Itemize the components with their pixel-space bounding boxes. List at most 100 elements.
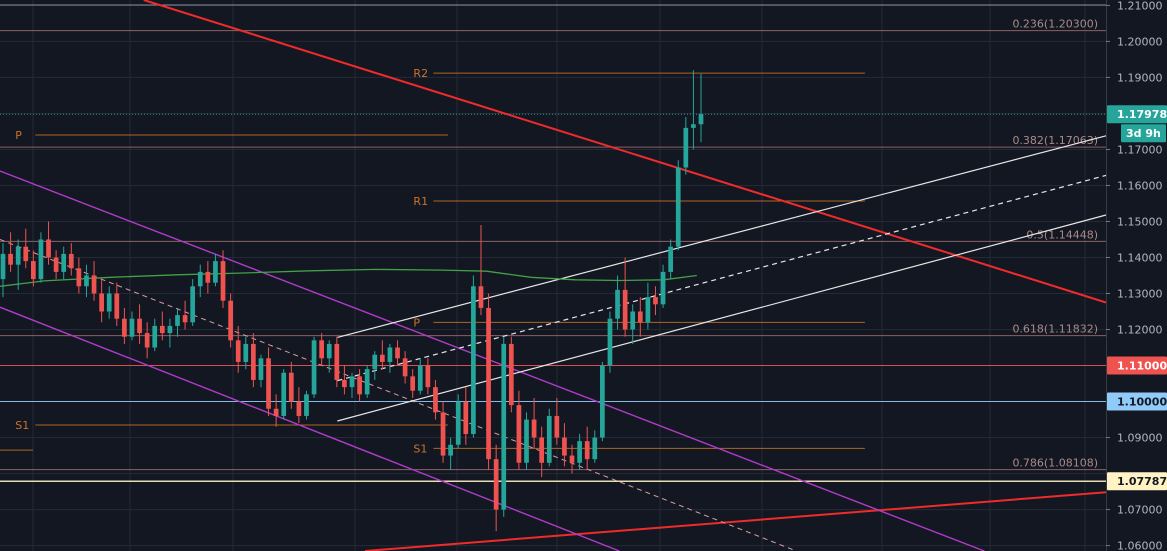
candle-body — [569, 455, 575, 463]
price-tick-label: 1.09000 — [1117, 432, 1163, 445]
candle-body — [144, 333, 150, 348]
price-tag — [1107, 356, 1167, 375]
fib-level-label: 0.618(1.11832) — [1012, 323, 1098, 336]
candle-body — [167, 325, 173, 334]
candle-body — [273, 408, 279, 416]
candle-body — [554, 415, 560, 438]
moving-average — [0, 268, 697, 287]
candle-body — [440, 412, 446, 456]
candle-body — [683, 127, 689, 168]
candle-body — [675, 167, 681, 247]
candle-body — [205, 271, 211, 283]
candle-body — [182, 315, 188, 323]
candle-body — [152, 325, 158, 348]
price-level-lines — [0, 4, 1106, 483]
candle-body — [61, 253, 67, 272]
price-tick-label: 1.19000 — [1117, 71, 1163, 84]
candle-body — [296, 401, 302, 416]
trendline — [337, 174, 1107, 382]
price-tick-label: 1.06000 — [1117, 540, 1163, 551]
candle-body — [175, 315, 180, 326]
price-tick-label: 1.17000 — [1117, 143, 1163, 156]
grid — [0, 0, 1106, 551]
candle-body — [630, 311, 636, 330]
candle-body — [53, 257, 59, 272]
price-tick-label: 1.12000 — [1117, 324, 1163, 337]
price-tick-label: 1.07000 — [1117, 504, 1163, 517]
candle-body — [364, 369, 370, 395]
candle-body — [23, 246, 29, 262]
pivot-label: R2 — [413, 67, 428, 80]
candle-body — [197, 271, 203, 287]
candle-body — [46, 239, 51, 258]
candle-body — [668, 246, 674, 272]
pivot-label: P — [15, 129, 22, 142]
candle-body — [8, 253, 13, 265]
candle-body — [478, 286, 484, 308]
trendline — [143, 0, 1107, 304]
candle-body — [319, 340, 325, 359]
candle-body — [387, 347, 393, 362]
candle-body — [637, 311, 643, 323]
candle-body — [584, 441, 590, 460]
pivot-label: P — [413, 316, 420, 329]
candle-body — [577, 441, 582, 463]
candle-body — [455, 401, 461, 445]
candle-body — [235, 340, 241, 362]
candle-body — [220, 261, 226, 301]
candle-body — [190, 286, 196, 323]
fibonacci-levels: 0.236(1.20300)0.382(1.17063)0.5(1.14448)… — [0, 18, 1106, 471]
candle-body — [38, 239, 44, 280]
price-tick-label: 1.21000 — [1117, 0, 1163, 12]
candle-body — [129, 318, 135, 337]
trendline — [364, 491, 1107, 551]
candle-body — [84, 275, 89, 287]
candle-body — [137, 318, 142, 334]
moving-average-line — [0, 268, 697, 287]
countdown-label: 3d 9h — [1126, 127, 1161, 140]
candle-body — [213, 261, 218, 283]
price-tag — [1107, 105, 1167, 124]
candle-body — [516, 405, 522, 463]
candles — [0, 70, 704, 532]
candle-body — [410, 376, 416, 391]
trendline — [0, 306, 620, 551]
fib-level-label: 0.5(1.14448) — [1026, 228, 1098, 241]
candle-body — [493, 459, 499, 510]
price-tag-label: 1.11000 — [1117, 360, 1167, 373]
candle-body — [395, 347, 400, 359]
price-axis-background — [1106, 0, 1167, 551]
candle-body — [228, 300, 233, 341]
candle-body — [524, 419, 529, 463]
candle-body — [660, 271, 666, 305]
price-tag-label: 1.07787 — [1117, 475, 1167, 488]
candle-body — [258, 358, 264, 380]
candle-body — [653, 297, 658, 305]
candle-body — [30, 261, 36, 280]
candle-body — [159, 325, 165, 334]
candle-body — [114, 293, 120, 319]
countdown-tag — [1121, 124, 1166, 143]
candle-body — [281, 372, 287, 416]
candle-body — [334, 343, 340, 380]
candle-body — [68, 253, 74, 269]
candle-body — [266, 358, 271, 409]
candle-body — [379, 354, 385, 362]
candle-body — [311, 340, 317, 395]
price-tick-label: 1.20000 — [1117, 35, 1163, 48]
candle-body — [349, 376, 355, 388]
candle-body — [546, 415, 552, 463]
candle-body — [448, 444, 453, 456]
candle-body — [91, 275, 97, 294]
candle-body — [425, 365, 431, 388]
candle-body — [122, 318, 127, 337]
price-axis[interactable]: 1.21000 1.20000 1.19000 1.17000 1.16000 1.150… — [1106, 0, 1167, 551]
candle-body — [288, 372, 294, 402]
fib-level-label: 0.786(1.08108) — [1012, 457, 1098, 470]
candle-body — [342, 379, 347, 388]
price-tick-label: 1.13000 — [1117, 288, 1163, 301]
trendline — [337, 135, 1107, 339]
candle-body — [417, 365, 423, 391]
